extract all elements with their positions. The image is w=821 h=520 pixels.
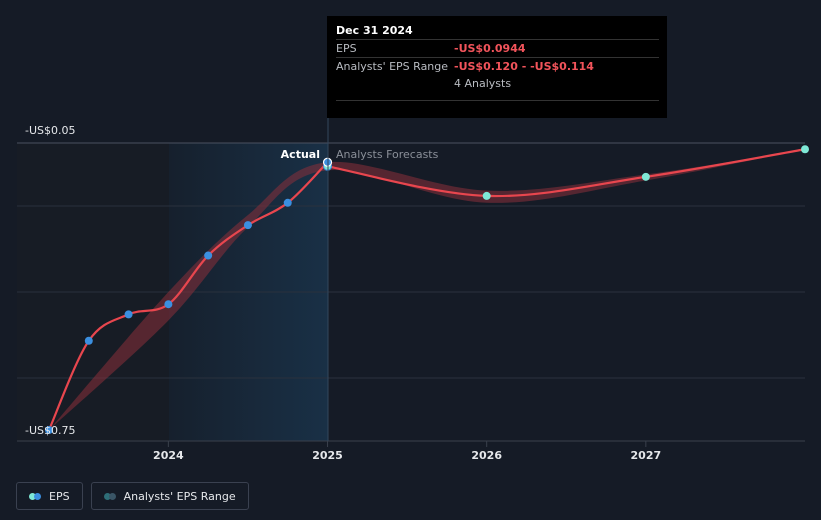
tooltip-eps-value: -US$0.0944 [454,42,526,55]
legend-range-label: Analysts' EPS Range [123,489,236,503]
x-tick-label-2025: 2025 [312,449,343,462]
range-legend-icon [103,492,111,500]
range-legend-icon-2 [108,492,116,500]
eps-legend-icon-2 [34,492,41,500]
tooltip-range-value: -US$0.120 - -US$0.114 [454,60,594,73]
forecast-point-3 [801,145,809,154]
legend-range-button[interactable]: Analysts' EPS Range [90,482,249,510]
tooltip-date: Dec 31 2024 [336,24,413,37]
actual-label: Actual [281,148,320,161]
tooltip-eps-label: EPS [336,42,357,55]
points-layer [45,145,809,434]
legend: EPS Analysts' EPS Range [16,482,249,510]
eps-point-0 [45,426,53,434]
x-axis-ticks: 2024 2025 2026 2027 [153,441,661,462]
eps-point-6 [283,198,292,207]
tooltip: Dec 31 2024 EPS -US$0.0944 Analysts' EPS… [327,16,667,118]
legend-eps-label: EPS [49,489,70,503]
tooltip-range-row: Analysts' EPS Range -US$0.120 - -US$0.11… [336,57,659,75]
eps-legend-icon [29,492,36,500]
tooltip-analysts: 4 Analysts [454,77,512,90]
tooltip-eps-row: EPS -US$0.0944 [336,39,659,57]
eps-point-5 [243,221,252,230]
tooltip-analysts-row: 4 Analysts [336,75,659,92]
forecast-point-2 [641,172,650,181]
grid-lines [17,142,805,442]
x-tick-label-2026: 2026 [471,449,502,462]
eps-point-4 [204,251,213,260]
eps-forecast-line [327,148,806,198]
tooltip-divider [336,100,659,101]
forecast-point-1 [482,191,491,200]
legend-eps-button[interactable]: EPS [16,482,83,510]
forecast-label: Analysts Forecasts [336,148,439,161]
eps-point-2 [124,310,133,319]
x-tick-label-2027: 2027 [631,449,662,462]
tooltip-range-label: Analysts' EPS Range [336,60,449,73]
eps-point-3 [164,300,173,309]
y-label-bottom: -US$0.75 [25,424,76,437]
eps-point-1 [84,336,93,345]
y-label-top: -US$0.05 [25,124,76,137]
x-tick-label-2024: 2024 [153,449,184,462]
